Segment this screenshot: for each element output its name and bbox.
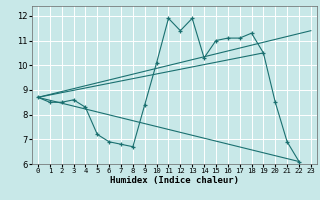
X-axis label: Humidex (Indice chaleur): Humidex (Indice chaleur) (110, 176, 239, 185)
